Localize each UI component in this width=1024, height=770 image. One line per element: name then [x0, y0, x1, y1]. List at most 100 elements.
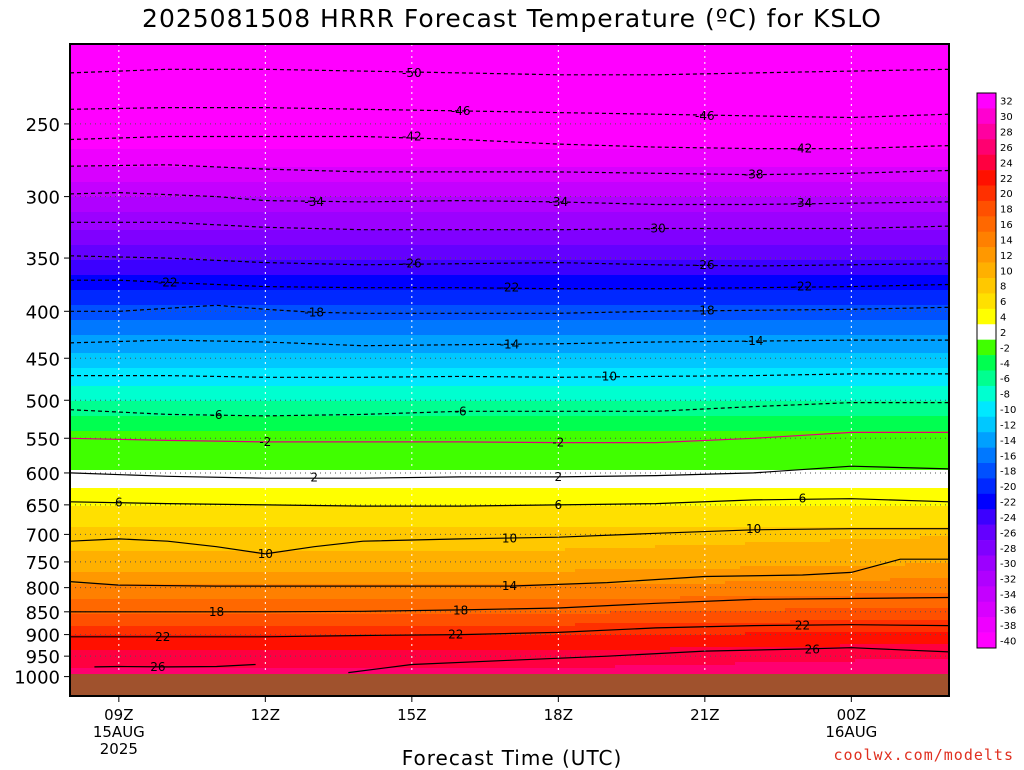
- field-cell: [130, 434, 136, 438]
- field-cell: [80, 641, 86, 645]
- field-cell: [130, 212, 136, 216]
- field-cell: [80, 392, 86, 396]
- field-cell: [100, 77, 106, 81]
- field-cell: [110, 173, 116, 177]
- field-cell: [140, 332, 146, 336]
- field-cell: [145, 650, 151, 654]
- field-cell: [75, 497, 81, 501]
- field-cell: [105, 338, 111, 342]
- field-cell: [135, 479, 141, 483]
- field-cell: [75, 80, 81, 84]
- field-cell: [120, 431, 126, 435]
- field-cell: [105, 671, 111, 675]
- field-cell: [75, 536, 81, 540]
- field-cell: [120, 476, 126, 480]
- field-cell: [145, 545, 151, 549]
- field-cell: [180, 599, 186, 603]
- field-cell: [175, 407, 181, 411]
- field-cell: [95, 212, 101, 216]
- field-cell: [165, 668, 171, 672]
- field-cell: [120, 203, 126, 207]
- field-cell: [105, 485, 111, 489]
- field-cell: [90, 569, 96, 573]
- field-cell: [115, 302, 121, 306]
- field-cell: [165, 551, 171, 555]
- field-cell: [170, 629, 176, 633]
- field-cell: [90, 203, 96, 207]
- field-cell: [85, 599, 91, 603]
- field-cell: [170, 398, 176, 402]
- field-cell: [175, 464, 181, 468]
- field-cell: [105, 617, 111, 621]
- field-cell: [115, 608, 121, 612]
- field-cell: [170, 458, 176, 462]
- field-cell: [125, 647, 131, 651]
- field-cell: [150, 596, 156, 600]
- field-cell: [135, 212, 141, 216]
- field-cell: [90, 74, 96, 78]
- field-cell: [105, 422, 111, 426]
- field-cell: [85, 104, 91, 108]
- field-cell: [175, 410, 181, 414]
- field-cell: [170, 422, 176, 426]
- field-cell: [120, 188, 126, 192]
- field-cell: [90, 140, 96, 144]
- field-cell: [155, 557, 161, 561]
- field-cell: [160, 482, 166, 486]
- field-cell: [115, 467, 121, 471]
- field-cell: [120, 314, 126, 318]
- field-cell: [155, 536, 161, 540]
- field-cell: [125, 380, 131, 384]
- field-cell: [80, 149, 86, 153]
- field-cell: [80, 317, 86, 321]
- field-cell: [160, 395, 166, 399]
- field-cell: [85, 239, 91, 243]
- field-cell: [110, 425, 116, 429]
- field-cell: [100, 527, 106, 531]
- field-cell: [125, 173, 131, 177]
- field-cell: [90, 188, 96, 192]
- field-cell: [135, 422, 141, 426]
- field-cell: [155, 485, 161, 489]
- field-cell: [90, 494, 96, 498]
- field-cell: [130, 521, 136, 525]
- field-cell: [85, 491, 91, 495]
- field-cell: [140, 482, 146, 486]
- field-cell: [95, 545, 101, 549]
- field-cell: [95, 128, 101, 132]
- field-cell: [125, 629, 131, 633]
- field-cell: [110, 212, 116, 216]
- field-cell: [160, 230, 166, 234]
- field-cell: [110, 476, 116, 480]
- field-cell: [170, 530, 176, 534]
- field-cell: [90, 299, 96, 303]
- field-cell: [80, 272, 86, 276]
- field-cell: [90, 143, 96, 147]
- field-cell: [175, 647, 181, 651]
- field-cell: [130, 101, 136, 105]
- field-cell: [105, 89, 111, 93]
- field-cell: [125, 497, 131, 501]
- field-cell: [85, 272, 91, 276]
- field-cell: [180, 149, 186, 153]
- field-cell: [110, 407, 116, 411]
- field-cell: [160, 563, 166, 567]
- field-cell: [95, 494, 101, 498]
- field-cell: [145, 323, 151, 327]
- field-cell: [130, 206, 136, 210]
- field-cell: [155, 47, 161, 51]
- field-cell: [125, 530, 131, 534]
- field-cell: [95, 251, 101, 255]
- field-cell: [135, 266, 141, 270]
- field-cell: [135, 284, 141, 288]
- field-cell: [120, 263, 126, 267]
- field-cell: [175, 431, 181, 435]
- field-cell: [100, 173, 106, 177]
- field-cell: [115, 212, 121, 216]
- field-cell: [145, 515, 151, 519]
- field-cell: [120, 662, 126, 666]
- field-cell: [95, 431, 101, 435]
- field-cell: [120, 272, 126, 276]
- field-cell: [120, 251, 126, 255]
- field-cell: [170, 428, 176, 432]
